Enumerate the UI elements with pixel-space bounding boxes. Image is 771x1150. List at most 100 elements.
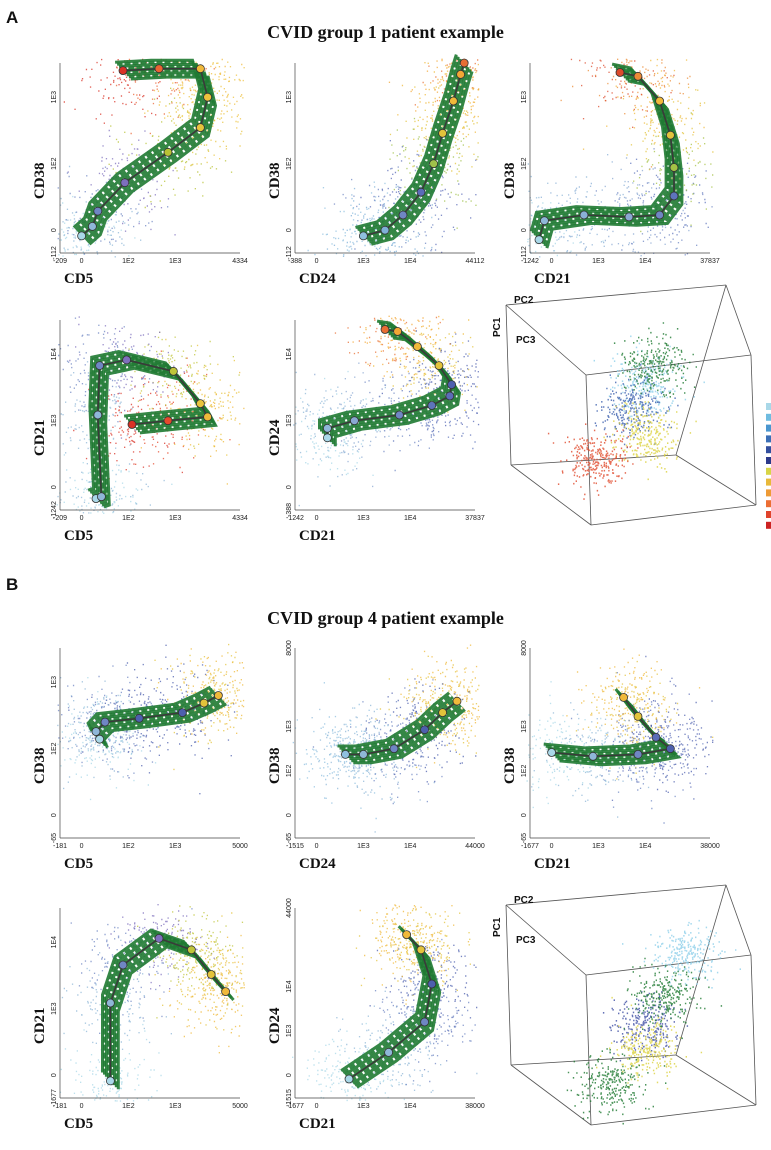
trajectory-node [186, 945, 196, 955]
trajectory-node [394, 410, 404, 420]
pca-axis-label-pc2: PC2 [514, 295, 534, 306]
x-tick-label: 1E4 [639, 258, 652, 265]
trajectory-node [359, 750, 368, 759]
x-tick-label: 44112 [466, 258, 485, 265]
x-tick-label: -209 [53, 515, 67, 522]
trajectory-node [384, 1047, 394, 1057]
color-scale-swatch [766, 478, 771, 486]
y-tick-label: -1515 [286, 1089, 293, 1107]
trajectory-node [97, 492, 106, 502]
x-tick-label: -1515 [286, 843, 304, 850]
trajectory-node [195, 64, 205, 74]
trajectory-node [95, 361, 104, 370]
trajectory-node [91, 727, 101, 736]
y-tick-label: 0 [286, 485, 293, 489]
trajectory-node [323, 433, 332, 443]
pca-box [505, 884, 757, 1126]
pca-box [505, 284, 757, 526]
trajectory-node [534, 235, 544, 245]
x-tick-label: -1242 [286, 515, 304, 522]
scatter-a3-cd21-cd38: -1242 0 1E3 1E4 37837 -112 0 1E2 1E3 CD21 CD38 [490, 55, 720, 305]
trajectory-node [624, 212, 634, 222]
y-tick-label: 1E2 [521, 157, 528, 170]
trajectory-node [540, 216, 549, 226]
x-axis-label: CD21 [534, 856, 571, 872]
x-tick-label: 5000 [232, 1103, 248, 1110]
trajectory-node [420, 1017, 430, 1027]
y-tick-label: 1E4 [286, 348, 293, 361]
trajectory-node [163, 416, 173, 426]
color-scale-swatch [766, 457, 771, 464]
y-tick-label: 1E3 [521, 720, 528, 733]
panel-letter-a: A [6, 8, 19, 27]
scatter-a2-cd24-cd38: -388 0 1E3 1E4 44112 -112 0 1E2 1E3 CD24 CD38 [255, 54, 485, 305]
y-tick-label: 0 [51, 228, 58, 232]
x-tick-label: 1E3 [357, 515, 370, 522]
trajectory-node [100, 717, 110, 727]
color-scale-swatch [766, 500, 771, 508]
trajectory-node [93, 410, 103, 420]
x-tick-label: 0 [550, 258, 554, 265]
y-tick-label: -112 [286, 246, 293, 260]
trajectory-node [380, 325, 390, 334]
x-tick-label: 0 [315, 515, 319, 522]
trajectory-node [633, 750, 643, 759]
y-tick-label: 1E4 [286, 980, 293, 993]
x-tick-label: 4334 [232, 515, 248, 522]
y-tick-label: 0 [51, 1073, 58, 1077]
trajectory-node [445, 391, 455, 401]
y-axis-label: CD24 [267, 419, 283, 456]
trajectory-node [206, 970, 216, 979]
pca-point-cloud [547, 322, 705, 500]
panel-a-title: CVID group 1 patient example [267, 22, 504, 42]
y-tick-label: 1E3 [286, 1025, 293, 1038]
x-tick-label: 1E3 [357, 1103, 370, 1110]
trajectory-node [588, 751, 598, 761]
y-axis-label: CD38 [32, 747, 48, 784]
trajectory-node [420, 725, 430, 735]
x-axis-label: CD5 [64, 1116, 93, 1132]
trajectory-node [154, 64, 164, 74]
x-tick-label: 1E4 [404, 843, 417, 850]
cell-cloud [526, 648, 714, 824]
trajectory-node [203, 412, 213, 422]
pca-axis-label-pc2: PC2 [514, 895, 534, 906]
y-tick-label: -1242 [51, 501, 58, 519]
x-tick-label: 38000 [465, 1103, 485, 1110]
trajectory-node [195, 123, 205, 132]
scatter-b1-cd5-cd38: -181 0 1E2 1E3 5000 -65 0 1E2 1E3 CD5 CD38 [20, 640, 250, 890]
y-tick-label: 1E3 [51, 414, 58, 427]
y-axis-label: CD21 [32, 1007, 48, 1044]
trajectory-node [203, 92, 213, 102]
x-tick-label: 1E2 [122, 843, 135, 850]
trajectory-node [341, 750, 350, 759]
trajectory-bundle [72, 58, 218, 246]
trajectory-bundle [101, 928, 235, 1090]
trajectory-node [127, 420, 137, 429]
trajectory-node [655, 210, 665, 220]
trajectory-node [438, 128, 448, 138]
trajectory-node [389, 744, 399, 754]
pca-axis-label-pc1: PC1 [492, 917, 503, 937]
y-tick-label: 0 [286, 1073, 293, 1077]
color-scale-swatch [766, 446, 771, 454]
trajectory-node [393, 326, 403, 336]
x-tick-label: 44000 [465, 843, 485, 850]
x-tick-label: -1677 [286, 1103, 304, 1110]
y-tick-label: 1E3 [51, 1002, 58, 1015]
trajectory-node [380, 225, 390, 235]
mean-trajectory-line [95, 359, 209, 500]
x-axis-label: CD24 [299, 271, 336, 287]
y-tick-label: 1E3 [286, 720, 293, 733]
x-tick-label: 4334 [232, 258, 248, 265]
trajectory-node [118, 66, 128, 76]
x-tick-label: 1E4 [404, 515, 417, 522]
y-tick-label: -388 [286, 503, 293, 517]
pca-3d-plot-b: PC2 PC1 PC3 [492, 875, 761, 1130]
cell-cloud [307, 58, 480, 257]
color-scale-swatch [766, 511, 771, 518]
color-scale-swatch [766, 413, 771, 421]
cell-cloud [292, 904, 478, 1102]
y-tick-label: 0 [521, 228, 528, 232]
trajectory-node [448, 96, 458, 106]
